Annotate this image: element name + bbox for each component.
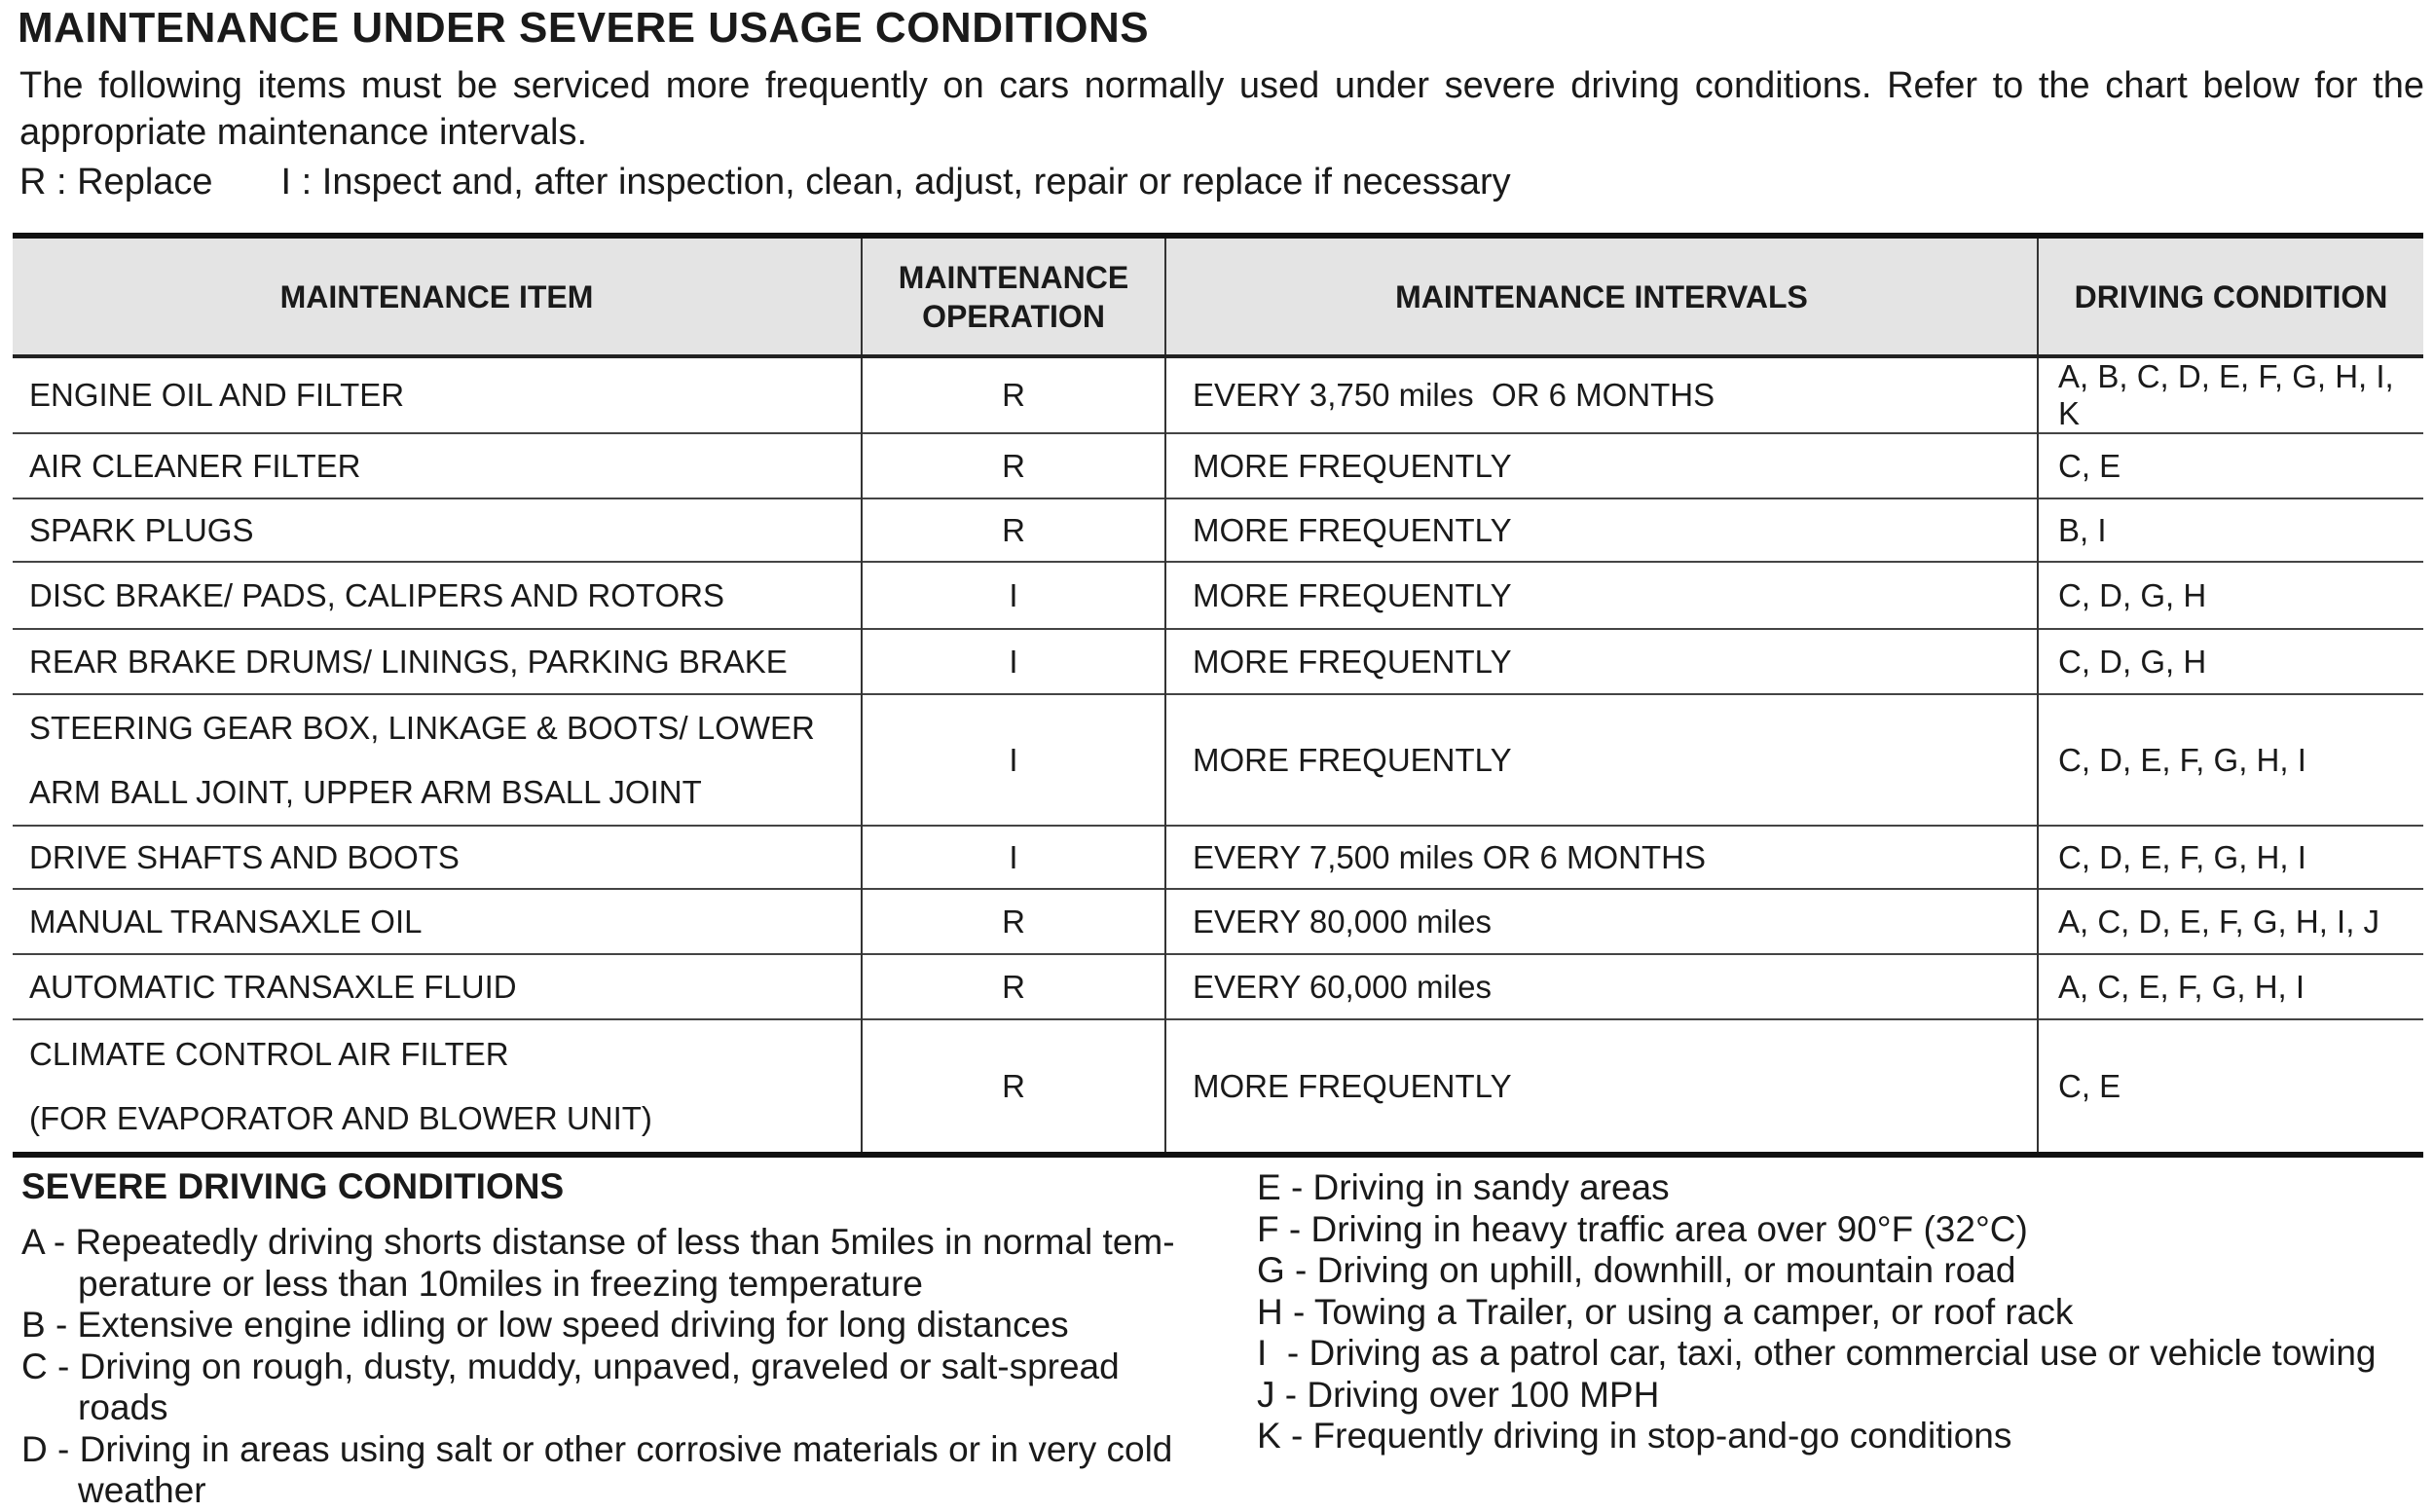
- cell-item: AUTOMATIC TRANSAXLE FLUID: [13, 953, 862, 1019]
- item-line-1: CLIMATE CONTROL AIR FILTER: [29, 1035, 509, 1072]
- table-row: SPARK PLUGS R MORE FREQUENTLY B, I: [13, 498, 2423, 562]
- cell-operation: I: [861, 561, 1165, 629]
- cell-driving-condition: C, D, G, H: [2037, 561, 2423, 629]
- cell-operation: R: [861, 355, 1165, 433]
- cell-item: DISC BRAKE/ PADS, CALIPERS AND ROTORS: [13, 561, 862, 629]
- cell-driving-condition: C, D, G, H: [2037, 628, 2423, 694]
- condition-e: E - Driving in sandy areas: [1257, 1167, 1670, 1207]
- cell-operation: R: [861, 953, 1165, 1019]
- legend-inspect: I : Inspect and, after inspection, clean…: [280, 162, 1511, 203]
- cell-driving-condition: B, I: [2037, 498, 2423, 562]
- cell-operation: R: [861, 1018, 1165, 1155]
- item-text: DRIVE SHAFTS AND BOOTS: [29, 838, 460, 875]
- header-driving-condition: DRIVING CONDITION: [2037, 236, 2423, 358]
- cell-interval: MORE FREQUENTLY: [1164, 432, 2038, 498]
- cell-driving-condition: A, B, C, D, E, F, G, H, I, K: [2037, 355, 2423, 433]
- cell-operation: R: [861, 432, 1165, 498]
- cell-interval: MORE FREQUENTLY: [1164, 628, 2038, 694]
- legend-replace: R : Replace: [19, 162, 213, 203]
- page-title: MAINTENANCE UNDER SEVERE USAGE CONDITION…: [18, 4, 1150, 52]
- cell-interval: MORE FREQUENTLY: [1164, 561, 2038, 629]
- cell-item: DRIVE SHAFTS AND BOOTS: [13, 825, 862, 889]
- cell-driving-condition: C, E: [2037, 1018, 2423, 1155]
- condition-k: K - Frequently driving in stop-and-go co…: [1257, 1416, 2012, 1456]
- condition-b: B - Extensive engine idling or low speed…: [21, 1305, 1069, 1345]
- cell-driving-condition: A, C, E, F, G, H, I: [2037, 953, 2423, 1019]
- header-maintenance-operation: MAINTENANCE OPERATION: [861, 236, 1165, 358]
- item-text: MANUAL TRANSAXLE OIL: [29, 903, 423, 940]
- item-text: AUTOMATIC TRANSAXLE FLUID: [29, 968, 517, 1005]
- item-line-1: STEERING GEAR BOX, LINKAGE & BOOTS/ LOWE…: [29, 709, 815, 746]
- header-maintenance-item: MAINTENANCE ITEM: [13, 236, 862, 358]
- table-row: ENGINE OIL AND FILTER R EVERY 3,750 miles …: [13, 355, 2423, 433]
- condition-i: I - Driving as a patrol car, taxi, other…: [1257, 1333, 2377, 1373]
- condition-g: G - Driving on uphill, downhill, or moun…: [1257, 1250, 2016, 1290]
- cell-driving-condition: C, E: [2037, 432, 2423, 498]
- cell-driving-condition: A, C, D, E, F, G, H, I, J: [2037, 888, 2423, 954]
- item-text: AIR CLEANER FILTER: [29, 447, 361, 484]
- cell-interval: EVERY 60,000 miles: [1164, 953, 2038, 1019]
- item-text: REAR BRAKE DRUMS/ LININGS, PARKING BRAKE: [29, 643, 788, 680]
- cell-item: ENGINE OIL AND FILTER: [13, 355, 862, 433]
- intro-text: The following items must be serviced mor…: [19, 65, 2424, 153]
- item-line-2: (FOR EVAPORATOR AND BLOWER UNIT): [29, 1099, 652, 1136]
- severe-conditions-heading: SEVERE DRIVING CONDITIONS: [21, 1166, 565, 1206]
- cell-item: AIR CLEANER FILTER: [13, 432, 862, 498]
- item-line-2: ARM BALL JOINT, UPPER ARM BSALL JOINT: [29, 773, 702, 810]
- condition-c: C - Driving on rough, dusty, muddy, unpa…: [21, 1346, 1120, 1428]
- cell-interval: MORE FREQUENTLY: [1164, 498, 2038, 562]
- cell-item: MANUAL TRANSAXLE OIL: [13, 888, 862, 954]
- cell-item: CLIMATE CONTROL AIR FILTER (FOR EVAPORATO…: [13, 1018, 862, 1155]
- conditions-left-column: A - Repeatedly driving shorts distanse o…: [21, 1222, 1199, 1512]
- cell-operation: I: [861, 628, 1165, 694]
- header-maintenance-intervals: MAINTENANCE INTERVALS: [1164, 236, 2038, 358]
- cell-interval: EVERY 3,750 miles OR 6 MONTHS: [1164, 355, 2038, 433]
- cell-interval: MORE FREQUENTLY: [1164, 1018, 2038, 1155]
- cell-interval: EVERY 7,500 miles OR 6 MONTHS: [1164, 825, 2038, 889]
- condition-a: A - Repeatedly driving shorts distanse o…: [21, 1222, 1175, 1304]
- condition-h: H - Towing a Trailer, or using a camper,…: [1257, 1291, 2074, 1332]
- condition-f: F - Driving in heavy traffic area over 9…: [1257, 1208, 2028, 1249]
- table-row: DRIVE SHAFTS AND BOOTS I EVERY 7,500 miles…: [13, 825, 2423, 889]
- item-text: ENGINE OIL AND FILTER: [29, 377, 405, 413]
- condition-d: D - Driving in areas using salt or other…: [21, 1428, 1173, 1511]
- item-text: SPARK PLUGS: [29, 511, 254, 548]
- cell-item: STEERING GEAR BOX, LINKAGE & BOOTS/ LOWE…: [13, 693, 862, 826]
- cell-driving-condition: C, D, E, F, G, H, I: [2037, 825, 2423, 889]
- table-row: AIR CLEANER FILTER R MORE FREQUENTLY C, E: [13, 432, 2423, 498]
- table-row: REAR BRAKE DRUMS/ LININGS, PARKING BRAKE…: [13, 628, 2423, 694]
- table-row: MANUAL TRANSAXLE OIL R EVERY 80,000 miles A…: [13, 888, 2423, 954]
- table-row: STEERING GEAR BOX, LINKAGE & BOOTS/ LOWE…: [13, 693, 2423, 826]
- cell-item: SPARK PLUGS: [13, 498, 862, 562]
- cell-interval: MORE FREQUENTLY: [1164, 693, 2038, 826]
- cell-operation: I: [861, 693, 1165, 826]
- cell-item: REAR BRAKE DRUMS/ LININGS, PARKING BRAKE: [13, 628, 862, 694]
- table-row: AUTOMATIC TRANSAXLE FLUID R EVERY 60,000 m…: [13, 953, 2423, 1019]
- cell-driving-condition: C, D, E, F, G, H, I: [2037, 693, 2423, 826]
- cell-operation: R: [861, 888, 1165, 954]
- cell-operation: R: [861, 498, 1165, 562]
- cell-interval: EVERY 80,000 miles: [1164, 888, 2038, 954]
- item-text: DISC BRAKE/ PADS, CALIPERS AND ROTORS: [29, 576, 724, 613]
- table-row: DISC BRAKE/ PADS, CALIPERS AND ROTORS I MO…: [13, 561, 2423, 629]
- table-header-row: MAINTENANCE ITEM MAINTENANCE OPERATION M…: [13, 236, 2423, 358]
- conditions-right-column: E - Driving in sandy areas F - Driving i…: [1257, 1167, 2377, 1457]
- condition-j: J - Driving over 100 MPH: [1257, 1374, 1660, 1415]
- operation-legend: R : Replace I : Inspect and, after inspec…: [19, 162, 1579, 203]
- maintenance-table: MAINTENANCE ITEM MAINTENANCE OPERATION M…: [13, 233, 2423, 1158]
- table-row: CLIMATE CONTROL AIR FILTER (FOR EVAPORATO…: [13, 1018, 2423, 1155]
- cell-operation: I: [861, 825, 1165, 889]
